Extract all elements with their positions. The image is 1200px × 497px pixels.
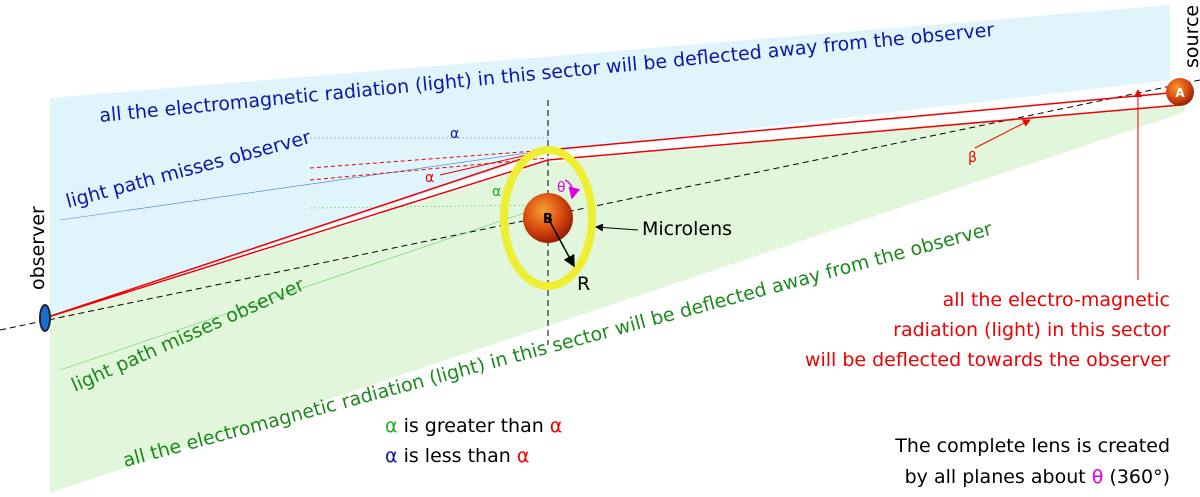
note-text: by all planes about <box>905 466 1086 488</box>
note-line: by all planes about θ (360°) <box>905 466 1170 488</box>
blue-sector <box>50 5 1170 318</box>
blue-alpha: α <box>450 126 459 142</box>
microlens-arrow <box>595 223 639 232</box>
theta-arrow <box>564 179 581 200</box>
legend-line: α is less than α <box>385 445 529 467</box>
legend-line: α is greater than α <box>385 415 562 437</box>
towards-text: all the electro-magnetic <box>943 289 1170 311</box>
legend-alpha: α <box>385 445 398 467</box>
towards-text: will be deflected towards the observer <box>805 349 1170 371</box>
source-mass <box>1166 78 1194 106</box>
radius-label: R <box>577 273 590 295</box>
microlens-label: Microlens <box>642 218 732 240</box>
red-ref <box>309 149 549 169</box>
lens-label: B <box>543 212 553 227</box>
red-ref <box>309 157 549 181</box>
blue-path <box>59 149 549 221</box>
observer-text: observer <box>27 206 49 290</box>
green-sector <box>50 104 1185 493</box>
green-path <box>59 204 549 371</box>
source-label: A <box>1175 86 1185 100</box>
observer-eye <box>39 304 51 332</box>
axis-line <box>0 79 1200 331</box>
alpha-arrow <box>439 149 541 176</box>
legend-alpha: α <box>517 445 530 467</box>
legend-alpha: α <box>550 415 563 437</box>
theta-label: θ <box>557 180 566 196</box>
light-path <box>44 104 1181 319</box>
note-theta: θ <box>1092 466 1104 488</box>
green-alpha: α <box>492 184 501 200</box>
beta-arrow <box>974 119 1031 149</box>
radius-arrow <box>547 217 575 268</box>
note-text: The complete lens is created <box>894 435 1170 457</box>
source-text: source <box>1181 5 1200 68</box>
red-alpha: α <box>425 170 434 186</box>
beta-label: β <box>968 150 977 166</box>
towards-text: radiation (light) in this sector <box>893 319 1170 341</box>
legend-alpha: α <box>385 415 398 437</box>
legend-text: is less than <box>404 445 511 467</box>
einstein-ring <box>500 146 596 290</box>
legend-text: is greater than <box>404 415 544 437</box>
note-text: (360°) <box>1109 466 1170 488</box>
